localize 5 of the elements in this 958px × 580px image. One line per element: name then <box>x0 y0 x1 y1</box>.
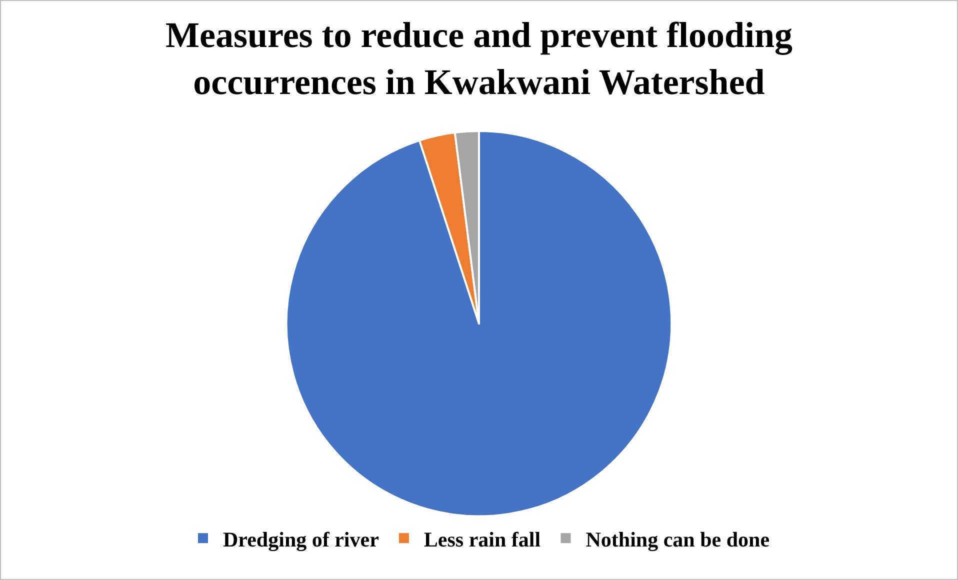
legend-label: Dredging of river <box>223 527 379 552</box>
legend-label: Less rain fall <box>424 527 541 552</box>
legend-label: Nothing can be done <box>586 527 770 552</box>
pie-slice <box>286 130 673 518</box>
chart-title: Measures to reduce and prevent flooding occurrences in Kwakwani Watershed <box>166 15 792 102</box>
